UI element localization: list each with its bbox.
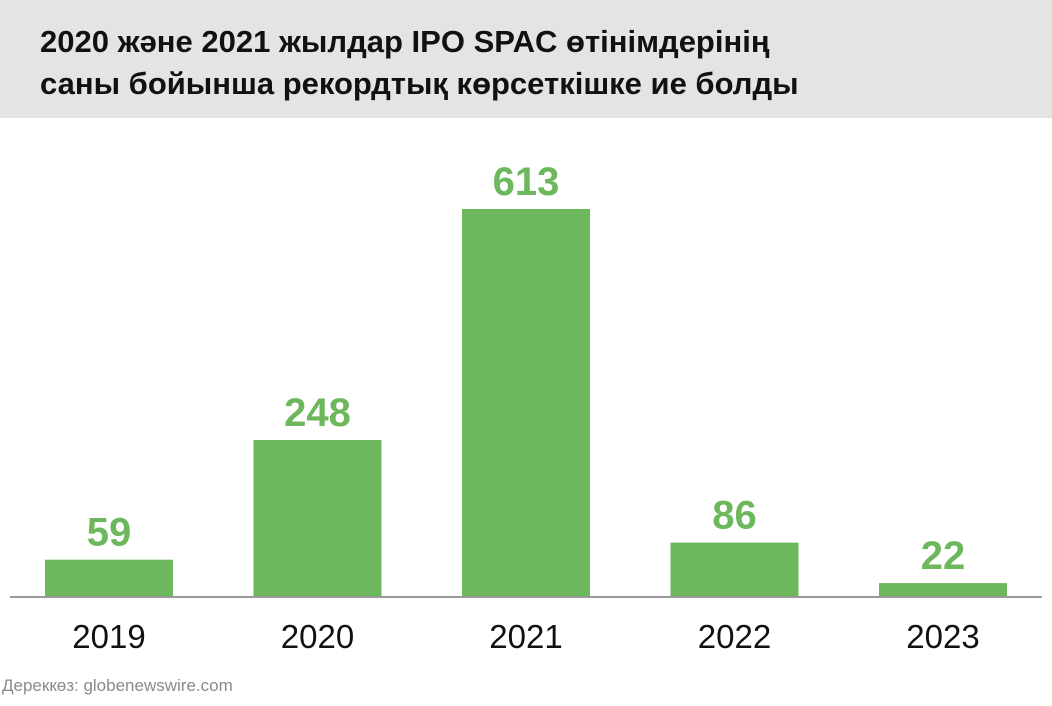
x-tick-label-2021: 2021 [489, 618, 562, 655]
value-label-group: 59 248 613 86 22 [87, 160, 966, 578]
x-tick-label-group: 2019 2020 2021 2022 2023 [72, 618, 979, 655]
x-tick-label-2019: 2019 [72, 618, 145, 655]
value-label-2019: 59 [87, 511, 132, 555]
value-label-2020: 248 [284, 391, 351, 435]
value-label-2021: 613 [493, 160, 560, 204]
bar-2023 [879, 583, 1007, 597]
bar-2019 [45, 559, 173, 597]
x-tick-label-2020: 2020 [281, 618, 354, 655]
value-label-2022: 86 [712, 494, 757, 538]
bar-2021 [462, 209, 590, 597]
chart-title-line-1: 2020 және 2021 жылдар IPO SPAC өтінімдер… [40, 24, 770, 59]
source-note: Дереккөз: globenewswire.com [2, 676, 233, 695]
x-tick-label-2023: 2023 [906, 618, 979, 655]
value-label-2023: 22 [921, 534, 966, 578]
chart-title-line-2: саны бойынша рекордтық көрсеткішке ие бо… [40, 66, 799, 101]
bar-2022 [670, 542, 799, 597]
bar-group [45, 209, 1007, 597]
bar-2020 [253, 440, 382, 597]
x-tick-label-2022: 2022 [698, 618, 771, 655]
title-banner: 2020 және 2021 жылдар IPO SPAC өтінімдер… [0, 0, 1052, 118]
